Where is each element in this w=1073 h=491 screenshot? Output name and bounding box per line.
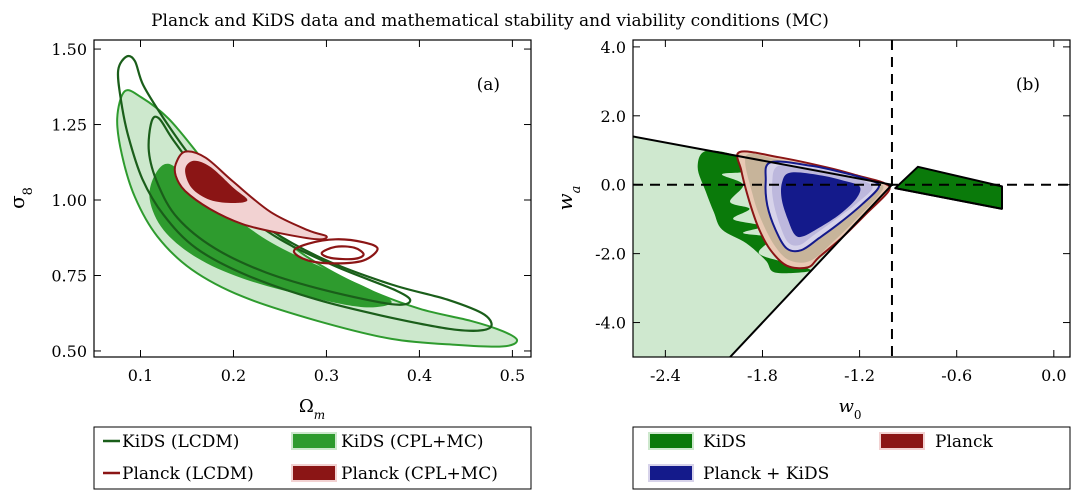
panel-b-ytick-label: 0.0 xyxy=(601,176,626,195)
figure-title: Planck and KiDS data and mathematical st… xyxy=(151,11,829,31)
panel-b-contour-pk-inner xyxy=(780,172,861,238)
panel-b-lower-boundary xyxy=(729,184,893,357)
panel-b-frame xyxy=(632,39,1071,358)
legend-a-kids-cpl-swatch xyxy=(291,432,337,450)
legend-a-planck-lcdm-label: Planck (LCDM) xyxy=(122,464,254,484)
panel-a-xtick-label: 0.2 xyxy=(221,366,246,385)
legend-b-kids-label: KiDS xyxy=(703,432,746,452)
legend-b-planck-kids-swatch xyxy=(648,464,694,482)
panel-b-xtick-label: -2.4 xyxy=(650,366,681,385)
panel-a-label: (a) xyxy=(477,75,500,95)
panel-b-contours xyxy=(633,40,1070,357)
panel-a-ytick-label: 1.25 xyxy=(51,116,87,135)
panel-b-xlabel: w0 xyxy=(838,396,861,422)
panel-a-contour-planck-cpl-inner xyxy=(185,160,248,203)
legend-a-planck-cpl-label: Planck (CPL+MC) xyxy=(341,464,498,484)
panel-a-contour-kids-lcdm-outer xyxy=(116,54,493,332)
panel-a-contour-planck-lcdm-outer xyxy=(292,238,379,265)
panel-b-xtick-label: 0.0 xyxy=(1041,366,1066,385)
panel-a-xtick-label: 0.5 xyxy=(500,366,525,385)
panel-b-ytick-label: 2.0 xyxy=(601,107,626,126)
legend-b: KiDS Planck Planck + KiDS xyxy=(632,426,1071,490)
panel-b-contour-kids-left xyxy=(697,150,812,274)
panel-a-contour-planck-lcdm-inner xyxy=(320,245,365,261)
panel-b-ytick-label: -4.0 xyxy=(595,314,626,333)
legend-b-kids-swatch xyxy=(648,432,694,450)
panel-a-ytick-label: 0.50 xyxy=(51,342,87,361)
panel-b-ytick-label: 4.0 xyxy=(601,38,626,57)
panel-b-upper-boundary xyxy=(633,135,893,186)
panel-a-ytick-label: 0.75 xyxy=(51,266,87,285)
legend-b-frame xyxy=(632,426,1071,490)
panel-b-ytick-label: -2.0 xyxy=(595,245,626,264)
panel-b-label: (b) xyxy=(1016,75,1040,95)
panel-a-xtick-label: 0.1 xyxy=(128,366,153,385)
panel-a-xlabel: Ωm xyxy=(299,396,325,422)
panel-a-frame xyxy=(93,39,532,358)
panel-a-ytick-label: 1.50 xyxy=(51,40,87,59)
panel-a-axes: 0.1 0.2 0.3 0.4 0.5 0.50 0.75 1.00 1.25 1.50 xyxy=(51,40,531,385)
legend-a-planck-cpl-swatch xyxy=(291,464,337,482)
panel-b-right-boundary xyxy=(895,187,1003,210)
panel-b-contour-kids-wedge xyxy=(894,165,1003,210)
panel-b-xtick-label: -1.8 xyxy=(747,366,778,385)
panel-a-xtick-label: 0.3 xyxy=(314,366,339,385)
panel-b-axes: -2.4 -1.8 -1.2 -0.6 0.0 -4.0 -2.0 0.0 2.0 4.0 xyxy=(595,38,1070,385)
legend-a: KiDS (LCDM) KiDS (CPL+MC) Planck (LCDM) … xyxy=(93,426,532,490)
legend-a-kids-cpl-label: KiDS (CPL+MC) xyxy=(341,432,483,452)
panel-b-xtick-label: -0.6 xyxy=(941,366,972,385)
panel-a-ylabel: σ8 xyxy=(5,187,36,209)
legend-b-planck-swatch xyxy=(879,432,925,450)
panel-a: 0.1 0.2 0.3 0.4 0.50.500.751.001.251.50 (a) … xyxy=(5,39,532,422)
panel-a-xtick-label: 0.4 xyxy=(407,366,432,385)
legend-a-kids-lcdm-label: KiDS (LCDM) xyxy=(122,432,239,452)
legend-b-planck-label: Planck xyxy=(935,432,993,452)
panel-a-contours xyxy=(116,54,519,348)
panel-b: -2.4 -1.8 -1.2 -0.6 0.0 -4.0 -2.0 0.0 2.0 4.0 (b)… xyxy=(553,38,1071,422)
panel-b-ylabel: wa xyxy=(553,186,584,211)
panel-b-xtick-label: -1.2 xyxy=(844,366,875,385)
panel-a-ytick-label: 1.00 xyxy=(51,191,87,210)
legend-b-planck-kids-label: Planck + KiDS xyxy=(703,464,829,484)
